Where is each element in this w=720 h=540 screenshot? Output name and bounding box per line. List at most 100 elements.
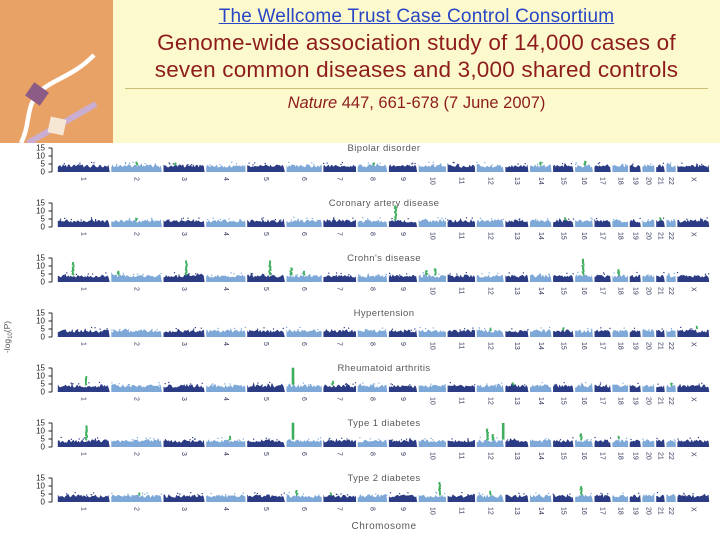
hit-dot: [486, 437, 489, 439]
hit-dot: [580, 436, 583, 438]
hit-dot: [580, 438, 583, 440]
hit-dot: [269, 263, 271, 265]
hit-dot: [582, 262, 584, 265]
chromosome-band: [418, 494, 446, 502]
chromosome-band: [418, 272, 446, 282]
chromosome-label: 8: [368, 342, 375, 346]
chromosome-label: 13: [513, 342, 520, 350]
chromosome-label: 22: [667, 177, 674, 185]
hit-dot: [670, 384, 673, 386]
chromosome-band: [656, 494, 665, 502]
chromosome-label: 7: [336, 452, 343, 456]
chromosome-band: [629, 274, 641, 282]
chromosome-label: 18: [616, 397, 623, 405]
hit-dot: [486, 428, 489, 431]
chromosome-band: [418, 163, 446, 172]
hit-dot: [85, 438, 87, 440]
chromosome-label: 13: [513, 177, 520, 185]
hit-dot: [85, 377, 87, 380]
chromosome-band: [357, 383, 388, 392]
chromosome-label: 18: [616, 287, 623, 295]
chromosome-label: 19: [631, 342, 638, 350]
chromosome-label: 12: [486, 507, 493, 515]
y-axis: [48, 422, 53, 448]
hit-dot: [618, 273, 620, 275]
chromosome-label: 2: [133, 287, 140, 291]
hit-column: [291, 367, 295, 385]
hit-dot: [86, 435, 88, 437]
hit-dot: [580, 486, 582, 488]
hit-dot: [395, 217, 397, 219]
chromosome-label: X: [689, 287, 696, 292]
chromosome-band: [418, 439, 446, 447]
hit-dot: [487, 431, 489, 434]
chromosome-band: [666, 219, 676, 227]
hit-dot: [290, 267, 292, 270]
chromosome-band: [505, 164, 529, 172]
chromosome-label: 7: [336, 287, 343, 291]
hit-dot: [439, 484, 441, 486]
chromosome-band: [594, 439, 611, 447]
hit-dot: [138, 492, 141, 495]
hit-dot: [394, 206, 397, 209]
hit-dot: [269, 260, 271, 263]
chromosome-label: 5: [262, 177, 269, 181]
hit-dot: [492, 434, 494, 436]
chromosome-label: 9: [399, 507, 406, 511]
chromosome-label: 16: [580, 177, 587, 185]
chromosome-band: [286, 329, 322, 337]
chromosome-band: [612, 219, 629, 227]
chromosome-band: [642, 329, 655, 337]
chromosome-band: [629, 330, 641, 337]
hit-dot: [268, 273, 271, 275]
chromosome-label: 9: [399, 342, 406, 346]
hit-dot: [489, 490, 492, 493]
chromosome-band: [530, 384, 552, 392]
hit-dot: [85, 376, 88, 378]
y-tick-label: 10: [36, 372, 45, 381]
chromosome-band: [612, 274, 629, 282]
chromosome-label: 7: [336, 397, 343, 401]
hit-dot: [489, 493, 492, 495]
chromosome-label: 5: [262, 397, 269, 401]
divider-rule: [125, 88, 708, 89]
hit-dot: [185, 270, 188, 272]
chromosome-label: X: [689, 507, 696, 512]
chromosome-label: 8: [368, 232, 375, 236]
hit-dot: [582, 273, 585, 275]
chromosome-label: 8: [368, 287, 375, 291]
chromosome-band: [656, 274, 665, 282]
chromosome-band: [594, 219, 611, 227]
hit-dot: [562, 327, 565, 330]
chromosome-label: 7: [336, 507, 343, 511]
chromosome-band: [677, 274, 710, 282]
chromosome-band: [388, 219, 418, 227]
chromosome-band: [666, 439, 676, 447]
hit-dot: [72, 262, 74, 264]
hit-dot: [582, 267, 584, 270]
hit-dot: [229, 435, 231, 438]
consortium-title-link[interactable]: The Wellcome Trust Case Control Consorti…: [218, 6, 615, 27]
chromosome-band: [323, 164, 357, 172]
chromosome-band: [206, 164, 246, 172]
chromosome-label: 21: [656, 452, 663, 460]
hit-dot: [425, 272, 427, 274]
chromosome-band: [247, 164, 285, 172]
hit-dot: [583, 163, 586, 165]
chromosome-label: 12: [486, 287, 493, 295]
hit-dot: [486, 430, 488, 433]
hit-dot: [564, 218, 567, 221]
hit-dot: [489, 327, 492, 330]
chromosome-band: [612, 384, 629, 392]
chromosome-band: [476, 329, 504, 337]
y-tick-label: 15: [36, 254, 45, 263]
chromosome-band: [163, 273, 205, 282]
hit-dot: [290, 273, 293, 276]
hit-dot: [492, 437, 495, 439]
hit-dot: [85, 427, 88, 430]
chromosome-label: 17: [599, 342, 606, 350]
hit-dot: [291, 268, 293, 271]
chromosome-label: 2: [133, 342, 140, 346]
